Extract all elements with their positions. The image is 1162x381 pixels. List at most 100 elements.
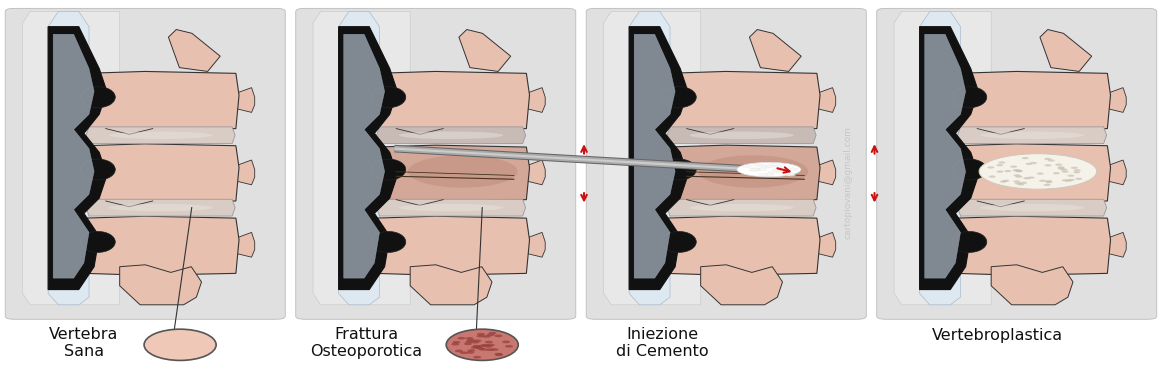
Polygon shape: [353, 238, 375, 253]
Circle shape: [1068, 174, 1075, 177]
Polygon shape: [53, 34, 94, 278]
Ellipse shape: [786, 173, 795, 175]
Ellipse shape: [758, 165, 767, 167]
Polygon shape: [353, 166, 375, 181]
Text: Vertebroplastica: Vertebroplastica: [932, 328, 1062, 343]
Polygon shape: [629, 27, 688, 290]
Circle shape: [1037, 173, 1043, 175]
Polygon shape: [817, 88, 835, 112]
Circle shape: [1074, 169, 1081, 171]
Polygon shape: [603, 11, 701, 305]
Ellipse shape: [789, 168, 798, 170]
Ellipse shape: [446, 329, 518, 360]
Circle shape: [1021, 157, 1028, 159]
Ellipse shape: [80, 159, 115, 180]
Ellipse shape: [108, 204, 213, 211]
Circle shape: [476, 333, 485, 336]
Ellipse shape: [80, 232, 115, 253]
Ellipse shape: [952, 159, 987, 180]
Ellipse shape: [751, 168, 760, 170]
Circle shape: [1048, 159, 1055, 162]
Circle shape: [458, 337, 466, 339]
Circle shape: [1016, 170, 1023, 172]
Circle shape: [495, 354, 503, 356]
Ellipse shape: [661, 159, 696, 180]
Ellipse shape: [399, 131, 503, 139]
Polygon shape: [63, 238, 85, 253]
Polygon shape: [373, 216, 530, 275]
Ellipse shape: [80, 87, 115, 108]
Ellipse shape: [779, 171, 788, 173]
Circle shape: [473, 346, 481, 348]
Polygon shape: [410, 265, 492, 305]
Circle shape: [1014, 170, 1021, 172]
Ellipse shape: [952, 87, 987, 108]
Polygon shape: [63, 93, 85, 109]
Polygon shape: [376, 199, 525, 216]
Polygon shape: [236, 232, 254, 257]
Circle shape: [1043, 184, 1050, 186]
Circle shape: [472, 341, 480, 344]
Ellipse shape: [371, 87, 406, 108]
Ellipse shape: [768, 171, 777, 173]
Polygon shape: [957, 199, 1106, 216]
Polygon shape: [83, 72, 239, 131]
Polygon shape: [120, 265, 201, 305]
Polygon shape: [954, 216, 1111, 275]
Circle shape: [1016, 176, 1023, 178]
Polygon shape: [629, 11, 670, 305]
FancyBboxPatch shape: [876, 8, 1157, 319]
Circle shape: [473, 356, 481, 359]
FancyBboxPatch shape: [295, 8, 576, 319]
Polygon shape: [644, 93, 666, 109]
Circle shape: [1075, 178, 1082, 180]
Circle shape: [1027, 176, 1034, 179]
Circle shape: [1061, 168, 1068, 171]
Polygon shape: [664, 72, 820, 131]
Polygon shape: [526, 160, 545, 185]
Circle shape: [1055, 163, 1062, 166]
Circle shape: [1068, 179, 1075, 181]
Polygon shape: [957, 127, 1106, 144]
Circle shape: [998, 162, 1005, 164]
Circle shape: [494, 335, 502, 337]
Polygon shape: [48, 27, 107, 290]
Polygon shape: [919, 11, 961, 305]
Ellipse shape: [743, 165, 752, 168]
Polygon shape: [1107, 88, 1126, 112]
Circle shape: [1057, 167, 1064, 170]
Circle shape: [988, 166, 995, 168]
Ellipse shape: [787, 174, 796, 176]
Ellipse shape: [108, 131, 213, 139]
Circle shape: [1057, 166, 1064, 168]
Polygon shape: [644, 166, 666, 181]
Circle shape: [485, 345, 493, 348]
Circle shape: [1012, 169, 1019, 171]
Circle shape: [454, 350, 462, 352]
Circle shape: [487, 344, 495, 346]
Circle shape: [1062, 170, 1069, 173]
Polygon shape: [667, 127, 816, 144]
Circle shape: [464, 343, 472, 345]
Circle shape: [1024, 177, 1031, 179]
Circle shape: [1074, 171, 1081, 173]
Circle shape: [452, 341, 460, 344]
Polygon shape: [63, 166, 85, 181]
Circle shape: [1010, 165, 1017, 168]
Ellipse shape: [758, 169, 767, 171]
Polygon shape: [338, 11, 380, 305]
Ellipse shape: [980, 154, 1097, 189]
Ellipse shape: [749, 169, 759, 171]
Polygon shape: [344, 34, 385, 278]
Circle shape: [1045, 164, 1052, 166]
Circle shape: [989, 176, 996, 178]
Polygon shape: [1107, 232, 1126, 257]
Circle shape: [504, 345, 512, 347]
Circle shape: [479, 348, 487, 351]
Text: Vertebra
Sana: Vertebra Sana: [49, 327, 119, 359]
Circle shape: [1030, 162, 1037, 164]
Polygon shape: [83, 144, 239, 203]
Circle shape: [465, 341, 473, 343]
Circle shape: [460, 351, 468, 354]
Circle shape: [485, 341, 493, 343]
